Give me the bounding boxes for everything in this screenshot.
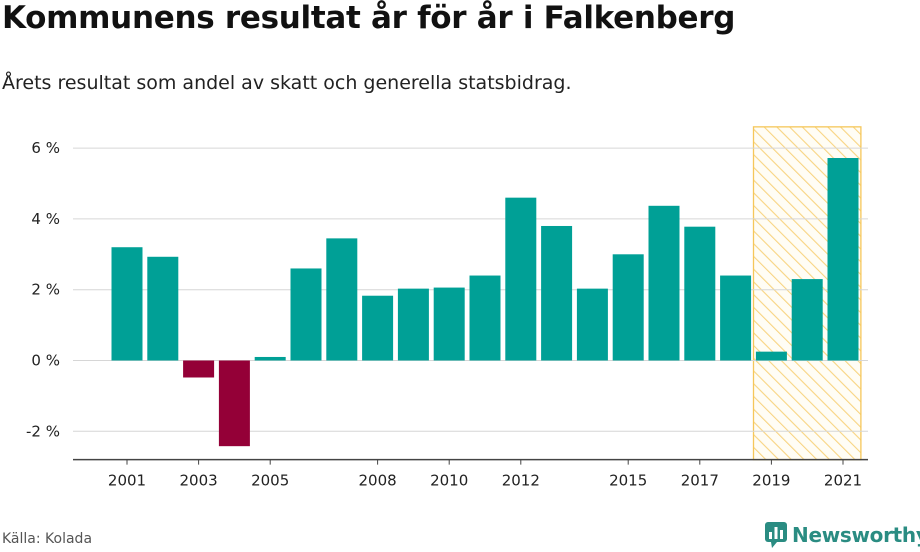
bar	[218, 360, 250, 447]
bar	[791, 279, 823, 361]
y-tick-label: 6 %	[31, 139, 60, 157]
y-tick-label: 2 %	[31, 281, 60, 299]
bar	[648, 205, 680, 361]
bar	[827, 158, 859, 361]
y-tick-label: -2 %	[26, 422, 60, 440]
x-tick-label: 2005	[251, 472, 289, 490]
bar	[147, 256, 179, 361]
bar	[684, 226, 716, 361]
x-tick-label: 2015	[609, 472, 647, 490]
bar	[755, 351, 787, 361]
x-tick-label: 2010	[430, 472, 468, 490]
bar	[576, 288, 608, 361]
bar	[111, 247, 143, 361]
bar	[541, 225, 573, 361]
bar	[720, 275, 752, 361]
x-tick-label: 2019	[752, 472, 790, 490]
x-tick-label: 2017	[681, 472, 719, 490]
bar	[183, 360, 215, 378]
bar	[326, 238, 358, 361]
bar	[505, 197, 537, 361]
x-tick-label: 2003	[180, 472, 218, 490]
source-label: Källa: Kolada	[2, 531, 93, 547]
bar	[469, 275, 501, 361]
x-tick-label: 2008	[359, 472, 397, 490]
bar	[612, 254, 644, 361]
y-tick-label: 0 %	[31, 352, 60, 370]
bar	[362, 295, 394, 361]
bar	[254, 356, 286, 361]
x-tick-label: 2021	[824, 472, 862, 490]
x-tick-label: 2012	[502, 472, 540, 490]
chart-subtitle: Årets resultat som andel av skatt och ge…	[2, 72, 572, 94]
brand-logo[interactable]: Newsworthy	[765, 520, 920, 550]
x-tick-label: 2001	[108, 472, 146, 490]
chart-title: Kommunens resultat år för år i Falkenber…	[2, 0, 736, 36]
brand-name: Newsworthy	[792, 523, 920, 547]
newsworthy-logo-icon	[765, 522, 787, 548]
bar	[290, 268, 322, 361]
bar	[433, 287, 465, 361]
y-tick-label: 4 %	[31, 210, 60, 228]
bar	[397, 288, 429, 361]
